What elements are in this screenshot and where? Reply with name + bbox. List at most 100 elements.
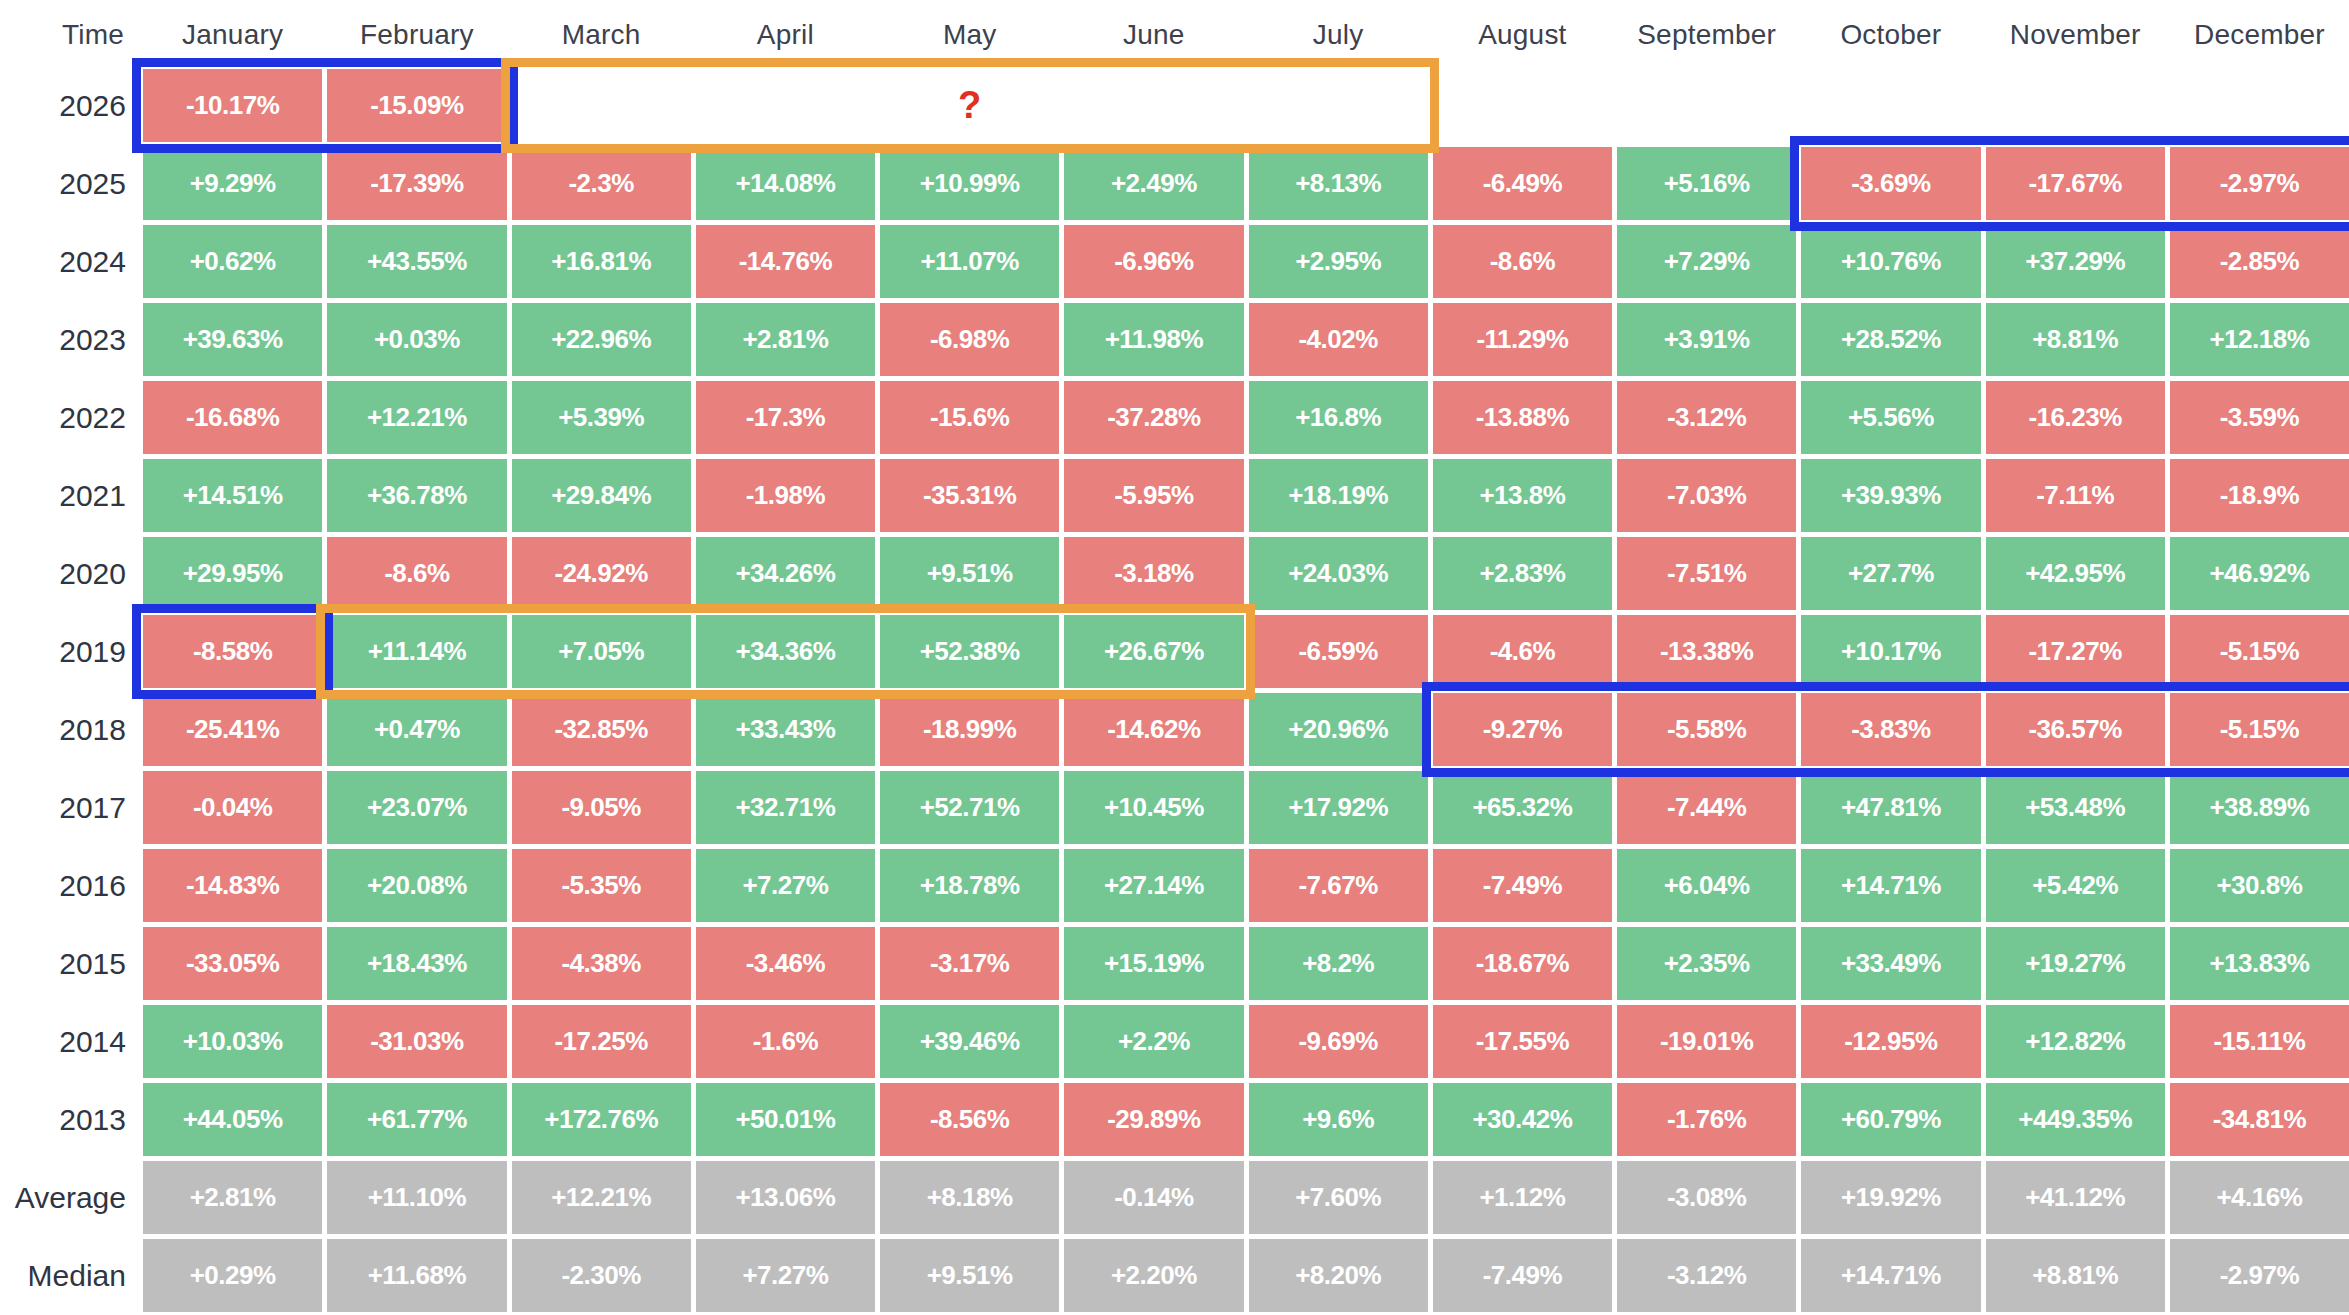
value-cell: -17.25% [512,1005,691,1078]
value-cell: +28.52% [1801,303,1980,376]
value-cell: +16.81% [512,225,691,298]
value-cell: -17.55% [1433,1005,1612,1078]
value-cell: +37.29% [1986,225,2165,298]
value-cell: -0.14% [1064,1161,1243,1234]
value-cell: +11.68% [327,1239,506,1312]
value-cell: +18.19% [1249,459,1428,532]
value-cell: +29.95% [143,537,322,610]
value-cell: +11.14% [327,615,506,688]
value-cell: -8.56% [880,1083,1059,1156]
value-cell: +30.42% [1433,1083,1612,1156]
value-cell: +19.27% [1986,927,2165,1000]
value-cell: +18.78% [880,849,1059,922]
value-cell: +27.14% [1064,849,1243,922]
value-cell: +46.92% [2170,537,2349,610]
value-cell: +2.83% [1433,537,1612,610]
value-cell: -17.39% [327,147,506,220]
year-row-label: 2020 [0,537,138,610]
value-cell: -2.30% [512,1239,691,1312]
value-cell: +19.92% [1801,1161,1980,1234]
month-header: November [1986,6,2165,64]
value-cell: -7.49% [1433,849,1612,922]
value-cell: +50.01% [696,1083,875,1156]
year-row-label: 2015 [0,927,138,1000]
value-cell: -14.76% [696,225,875,298]
value-cell: +13.06% [696,1161,875,1234]
value-cell: +36.78% [327,459,506,532]
value-cell: -12.95% [1801,1005,1980,1078]
value-cell: +12.21% [327,381,506,454]
value-cell: -37.28% [1064,381,1243,454]
value-cell: +449.35% [1986,1083,2165,1156]
value-cell: +38.89% [2170,771,2349,844]
value-cell: -7.51% [1617,537,1796,610]
value-cell: +60.79% [1801,1083,1980,1156]
unknown-question-mark: ? [958,84,981,127]
year-row-label: 2022 [0,381,138,454]
value-cell: -8.6% [327,537,506,610]
value-cell: -4.02% [1249,303,1428,376]
value-cell: +39.46% [880,1005,1059,1078]
value-cell: +11.10% [327,1161,506,1234]
summary-row-label: Median [0,1239,138,1312]
year-row-label: 2018 [0,693,138,766]
value-cell: +18.43% [327,927,506,1000]
value-cell: -17.67% [1986,147,2165,220]
value-cell: -3.59% [2170,381,2349,454]
value-cell: +15.19% [1064,927,1243,1000]
value-cell: +7.29% [1617,225,1796,298]
value-cell: +42.95% [1986,537,2165,610]
value-cell: +6.04% [1617,849,1796,922]
value-cell: -2.3% [512,147,691,220]
value-cell: +65.32% [1433,771,1612,844]
value-cell: -7.67% [1249,849,1428,922]
value-cell: +7.27% [696,849,875,922]
value-cell: +39.93% [1801,459,1980,532]
value-cell: +30.8% [2170,849,2349,922]
value-cell: -17.3% [696,381,875,454]
month-header: February [327,6,506,64]
returns-heatmap: TimeJanuaryFebruaryMarchAprilMayJuneJuly… [0,0,2349,1312]
value-cell: +7.27% [696,1239,875,1312]
year-row-label: 2024 [0,225,138,298]
value-cell: -9.69% [1249,1005,1428,1078]
value-cell: +8.81% [1986,1239,2165,1312]
value-cell: +12.21% [512,1161,691,1234]
month-header: May [880,6,1059,64]
value-cell: +9.6% [1249,1083,1428,1156]
value-cell: +16.8% [1249,381,1428,454]
value-cell: -13.88% [1433,381,1612,454]
value-cell: -4.38% [512,927,691,1000]
highlight-box-orange: ? [501,58,1439,153]
value-cell: +3.91% [1617,303,1796,376]
value-cell: +2.81% [696,303,875,376]
value-cell: +39.63% [143,303,322,376]
value-cell: +10.99% [880,147,1059,220]
value-cell: +11.07% [880,225,1059,298]
value-cell: +14.71% [1801,1239,1980,1312]
value-cell: -6.49% [1433,147,1612,220]
month-header: December [2170,6,2349,64]
value-cell: +0.03% [327,303,506,376]
value-cell: +8.13% [1249,147,1428,220]
year-row-label: 2017 [0,771,138,844]
value-cell: -18.67% [1433,927,1612,1000]
value-cell: -18.9% [2170,459,2349,532]
value-cell: -5.35% [512,849,691,922]
value-cell: +10.45% [1064,771,1243,844]
month-header: September [1617,6,1796,64]
value-cell: +8.81% [1986,303,2165,376]
value-cell: +5.16% [1617,147,1796,220]
value-cell: +61.77% [327,1083,506,1156]
value-cell: -35.31% [880,459,1059,532]
value-cell: +2.20% [1064,1239,1243,1312]
value-cell: +10.03% [143,1005,322,1078]
value-cell: -8.6% [1433,225,1612,298]
value-cell: -7.11% [1986,459,2165,532]
value-cell: +11.98% [1064,303,1243,376]
value-cell: -15.6% [880,381,1059,454]
value-cell: +53.48% [1986,771,2165,844]
value-cell: -15.09% [327,69,506,142]
value-cell: +9.29% [143,147,322,220]
value-cell: -9.05% [512,771,691,844]
